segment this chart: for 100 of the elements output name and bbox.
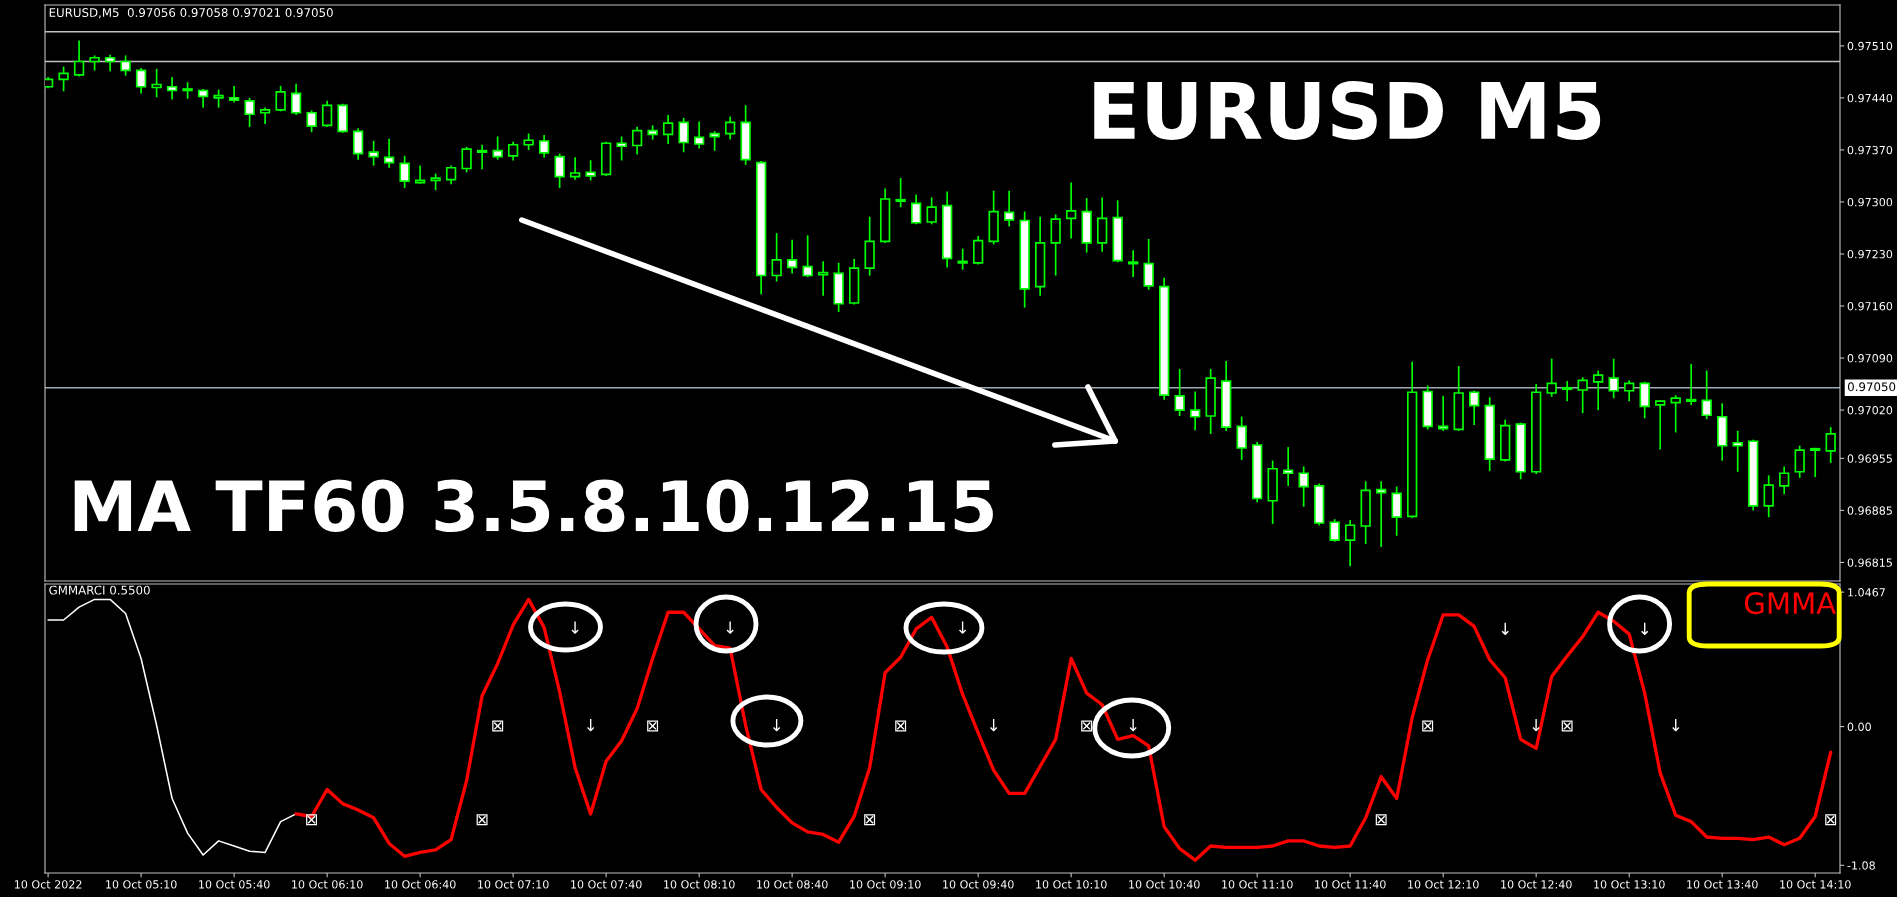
annotation: ⊠	[476, 814, 488, 826]
candlestick	[1236, 416, 1247, 460]
candlestick	[352, 128, 364, 160]
annotation: ↓	[1501, 622, 1509, 635]
candlestick	[817, 261, 829, 296]
candlestick	[1577, 377, 1588, 414]
candlestick	[1701, 370, 1712, 420]
candlestick	[1562, 380, 1573, 402]
annotation: ↓	[990, 719, 998, 732]
candlestick	[492, 136, 503, 160]
candlestick	[135, 68, 147, 94]
candlestick	[1608, 358, 1619, 399]
candlestick	[1050, 214, 1061, 276]
candlestick	[58, 66, 69, 92]
candlestick	[1282, 447, 1294, 486]
candlestick	[693, 121, 705, 149]
annotation: ↓	[587, 719, 595, 732]
annotation: ↓	[1532, 719, 1540, 732]
candlestick	[926, 197, 937, 225]
candlestick	[910, 194, 922, 225]
candlestick	[1593, 370, 1604, 411]
candlestick	[724, 116, 736, 140]
y-tick-label: 0.97090	[1847, 354, 1893, 363]
annotation: ↓	[1672, 719, 1680, 732]
candlestick	[1670, 395, 1681, 433]
annotation: ⊠	[306, 814, 318, 826]
candlestick	[1624, 380, 1635, 402]
x-tick-label: 10 Oct 08:10	[664, 880, 735, 889]
x-tick-label: 10 Oct 05:40	[199, 880, 270, 889]
candlestick	[678, 117, 689, 153]
candlestick	[399, 155, 410, 188]
candlestick	[569, 157, 581, 180]
candlestick	[151, 68, 162, 98]
annotation: ↓	[773, 719, 781, 732]
x-tick-label: 10 Oct 2022	[14, 880, 82, 889]
candlestick	[1639, 381, 1650, 419]
candlestick	[1655, 400, 1666, 450]
x-tick-label: 10 Oct 13:10	[1594, 880, 1665, 889]
x-tick-label: 10 Oct 05:10	[106, 880, 177, 889]
x-tick-label: 10 Oct 06:40	[385, 880, 456, 889]
candlestick	[244, 97, 255, 127]
candlestick	[802, 235, 813, 278]
annotation: ⊠	[1825, 814, 1837, 826]
candlestick	[1003, 190, 1015, 227]
annotation: EURUSD M5	[1094, 81, 1601, 140]
candlestick	[771, 233, 782, 282]
candlestick	[166, 77, 178, 100]
candlestick	[538, 134, 550, 158]
candlestick	[1174, 369, 1185, 417]
x-tick-label: 10 Oct 07:40	[571, 880, 642, 889]
annotation: ⊠	[1375, 814, 1387, 826]
ref-line-label: 0.97050	[1847, 382, 1896, 392]
x-tick-label: 10 Oct 12:10	[1408, 880, 1479, 889]
annotation: GMMA	[1744, 592, 1836, 615]
x-tick-label: 10 Oct 11:10	[1222, 880, 1293, 889]
candlestick	[1810, 447, 1821, 478]
candlestick	[786, 239, 798, 274]
candlestick	[554, 153, 565, 188]
x-tick-label: 10 Oct 10:10	[1036, 880, 1107, 889]
candlestick	[585, 160, 596, 181]
candlestick	[616, 136, 627, 161]
candlestick	[631, 126, 643, 155]
annotation: ↓	[1641, 622, 1649, 635]
annotation: ⊠	[492, 720, 504, 732]
candlestick	[1189, 391, 1201, 431]
y-tick-label: -1.08	[1847, 861, 1875, 870]
x-tick-label: 10 Oct 08:40	[757, 880, 828, 889]
y-tick-label: 0.96955	[1847, 454, 1892, 463]
candlestick	[1763, 475, 1774, 518]
candlestick	[120, 55, 131, 76]
candlestick	[1546, 358, 1557, 397]
annotation: ⊠	[1422, 720, 1434, 732]
y-tick-label: 0.97370	[1847, 145, 1893, 155]
x-tick-label: 10 Oct 14:10	[1780, 880, 1851, 889]
annotation: ⊠	[647, 720, 659, 732]
candlestick	[1329, 519, 1340, 542]
x-tick-label: 10 Oct 07:10	[478, 880, 549, 889]
annotation: MA TF60 3.5.8.10.12.15	[74, 479, 993, 533]
candlestick	[1779, 466, 1790, 495]
y-tick-label: 0.00	[1847, 722, 1871, 731]
candlestick	[1825, 427, 1836, 463]
y-tick-label: 1.0467	[1848, 588, 1885, 597]
x-tick-label: 10 Oct 06:10	[292, 880, 363, 889]
candlestick	[1065, 182, 1077, 239]
y-tick-label: 0.96885	[1847, 506, 1892, 515]
candlestick	[275, 85, 286, 112]
candlestick	[259, 107, 271, 125]
candlestick	[1794, 445, 1805, 478]
annotation: ↓	[571, 621, 579, 634]
annotation: ↓	[1129, 719, 1137, 732]
y-tick-label: 0.97300	[1847, 197, 1893, 207]
candlestick	[1732, 430, 1743, 472]
candlestick	[368, 140, 379, 166]
chart-title: EURUSD,M5 0.97056 0.97058 0.97021 0.97050	[49, 8, 333, 19]
candlestick	[1127, 250, 1139, 278]
candlestick	[476, 144, 488, 170]
candlestick	[73, 40, 85, 77]
line-series	[47, 598, 297, 856]
y-tick-label: 0.97230	[1847, 249, 1893, 259]
annotation: ⊠	[1081, 720, 1093, 732]
